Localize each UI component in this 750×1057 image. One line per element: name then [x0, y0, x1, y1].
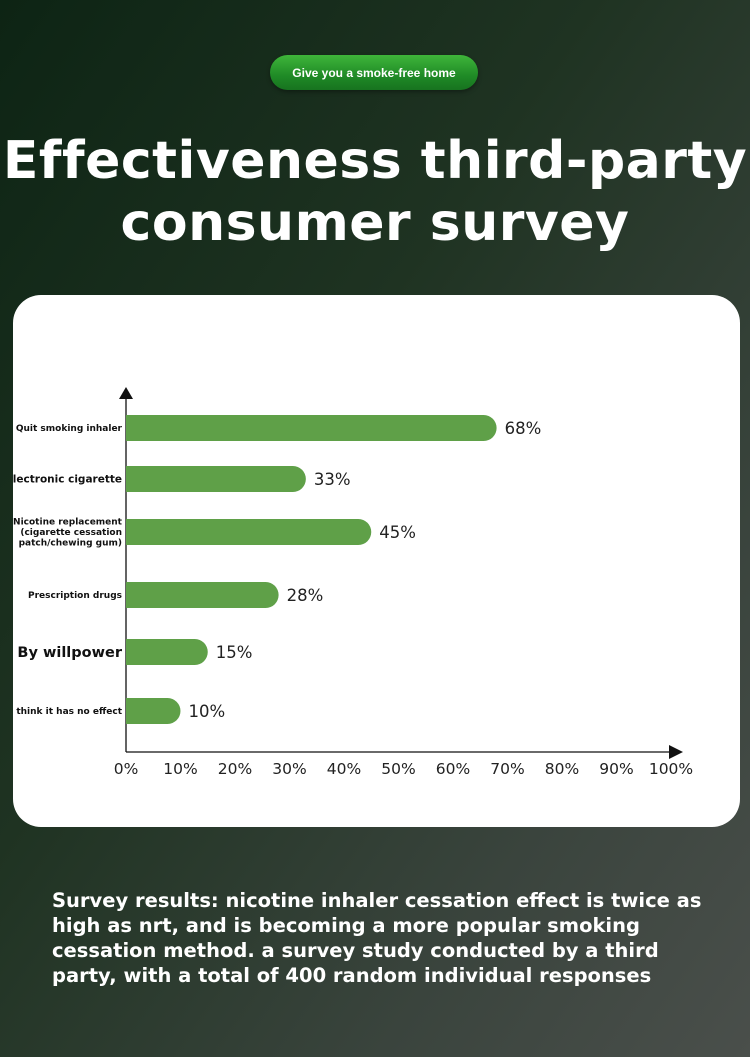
bar [126, 639, 208, 665]
value-label: 15% [216, 643, 253, 662]
bar [126, 698, 181, 724]
title-line-2: consumer survey [120, 193, 630, 253]
x-tick-label: 20% [218, 760, 252, 778]
value-label: 45% [379, 523, 416, 542]
category-label: By willpower [17, 645, 122, 661]
x-tick-label: 60% [436, 760, 470, 778]
x-tick-label: 40% [327, 760, 361, 778]
value-label: 68% [505, 419, 542, 438]
y-axis-arrow [119, 387, 133, 399]
category-label: Quit smoking inhaler [16, 424, 123, 434]
x-tick-label: 90% [599, 760, 633, 778]
category-label: Electronic cigarette [13, 474, 122, 486]
x-tick-label: 100% [649, 760, 693, 778]
value-label: 10% [189, 702, 226, 721]
x-tick-label: 80% [545, 760, 579, 778]
x-tick-label: 10% [163, 760, 197, 778]
bar [126, 519, 372, 545]
category-label: Nicotine replacement [13, 518, 123, 528]
value-label: 28% [287, 586, 324, 605]
bar-chart: 0% 10% 20% 30% 40% 50% 60% 70% 80% 90% 100% 68% Quit… [13, 387, 693, 778]
chart-card: 0% 10% 20% 30% 40% 50% 60% 70% 80% 90% 100% 68% Quit… [13, 295, 740, 827]
badge-pill: Give you a smoke-free home [270, 55, 478, 90]
bar [126, 466, 306, 492]
category-label: I think it has no effect [13, 707, 123, 717]
badge-text: Give you a smoke-free home [292, 65, 456, 80]
page-title: Effectiveness third-party consumer surve… [0, 130, 750, 254]
title-line-1: Effectiveness third-party [2, 131, 748, 191]
category-label: Prescription drugs [28, 591, 122, 601]
bar [126, 582, 279, 608]
x-tick-label: 70% [490, 760, 524, 778]
category-label: patch/chewing gum) [19, 539, 122, 549]
x-tick-label: 30% [272, 760, 306, 778]
x-tick-label: 0% [114, 760, 139, 778]
value-label: 33% [314, 470, 351, 489]
category-label: (cigarette cessation [20, 528, 122, 538]
x-tick-label: 50% [381, 760, 415, 778]
x-axis-arrow [669, 745, 683, 759]
bar [126, 415, 497, 441]
survey-summary: Survey results: nicotine inhaler cessati… [52, 889, 702, 987]
